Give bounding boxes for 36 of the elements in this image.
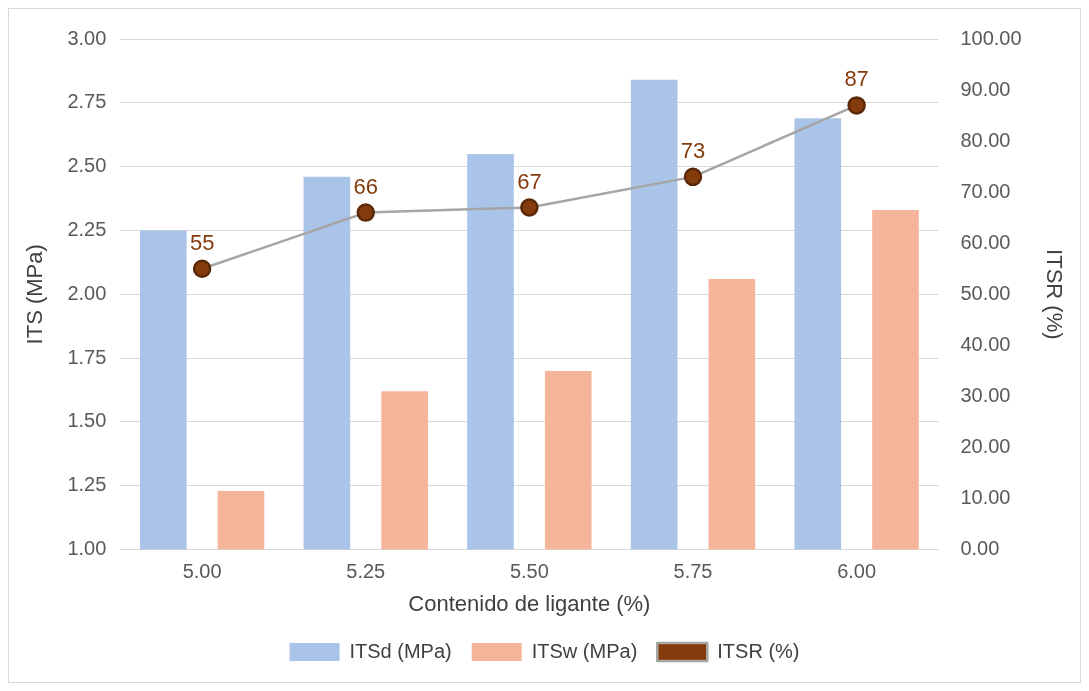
y-tick-label: 1.75	[67, 345, 107, 368]
y-tick-label: 2.00	[67, 281, 107, 304]
y2-tick-label: 10.00	[960, 486, 1011, 509]
y2-tick-label: 30.00	[960, 383, 1011, 406]
data-label: 67	[517, 168, 542, 194]
y-tick-label: 1.25	[67, 473, 107, 496]
x-tick-label: 5.50	[509, 560, 549, 583]
y-tick-label: 3.00	[67, 26, 107, 49]
y2-tick-label: 50.00	[960, 281, 1011, 304]
legend-label: ITSR (%)	[717, 639, 800, 662]
y2-axis-title: ITSR (%)	[1041, 249, 1067, 340]
y2-tick-label: 100.00	[960, 26, 1022, 49]
y2-tick-label: 20.00	[960, 435, 1011, 457]
y-tick-label: 2.50	[67, 154, 107, 177]
y2-tick-label: 80.00	[960, 128, 1011, 151]
data-label: 73	[680, 137, 706, 163]
x-tick-label: 5.00	[182, 560, 222, 583]
y-tick-label: 2.75	[67, 90, 107, 113]
y-tick-label: 1.50	[67, 409, 107, 432]
x-tick-label: 5.75	[673, 560, 713, 583]
y2-tick-label: 70.00	[960, 179, 1011, 202]
y2-tick-label: 40.00	[960, 332, 1011, 355]
y2-tick-label: 90.00	[960, 77, 1011, 100]
x-tick-label: 6.00	[837, 560, 877, 583]
data-label: 66	[353, 173, 378, 199]
x-axis-title: Contenido de ligante (%)	[408, 590, 651, 616]
data-label: 55	[189, 229, 215, 255]
y2-tick-label: 60.00	[960, 230, 1011, 253]
y-tick-label: 2.25	[67, 217, 107, 240]
y-tick-label: 1.00	[67, 537, 107, 560]
legend-label: ITSw (MPa)	[531, 639, 638, 662]
x-tick-label: 5.25	[346, 560, 386, 583]
data-label: 87	[844, 66, 869, 92]
y-axis-title: ITS (MPa)	[22, 244, 48, 345]
y2-tick-label: 0.00	[960, 537, 1000, 560]
legend-label: ITSd (MPa)	[349, 639, 452, 662]
